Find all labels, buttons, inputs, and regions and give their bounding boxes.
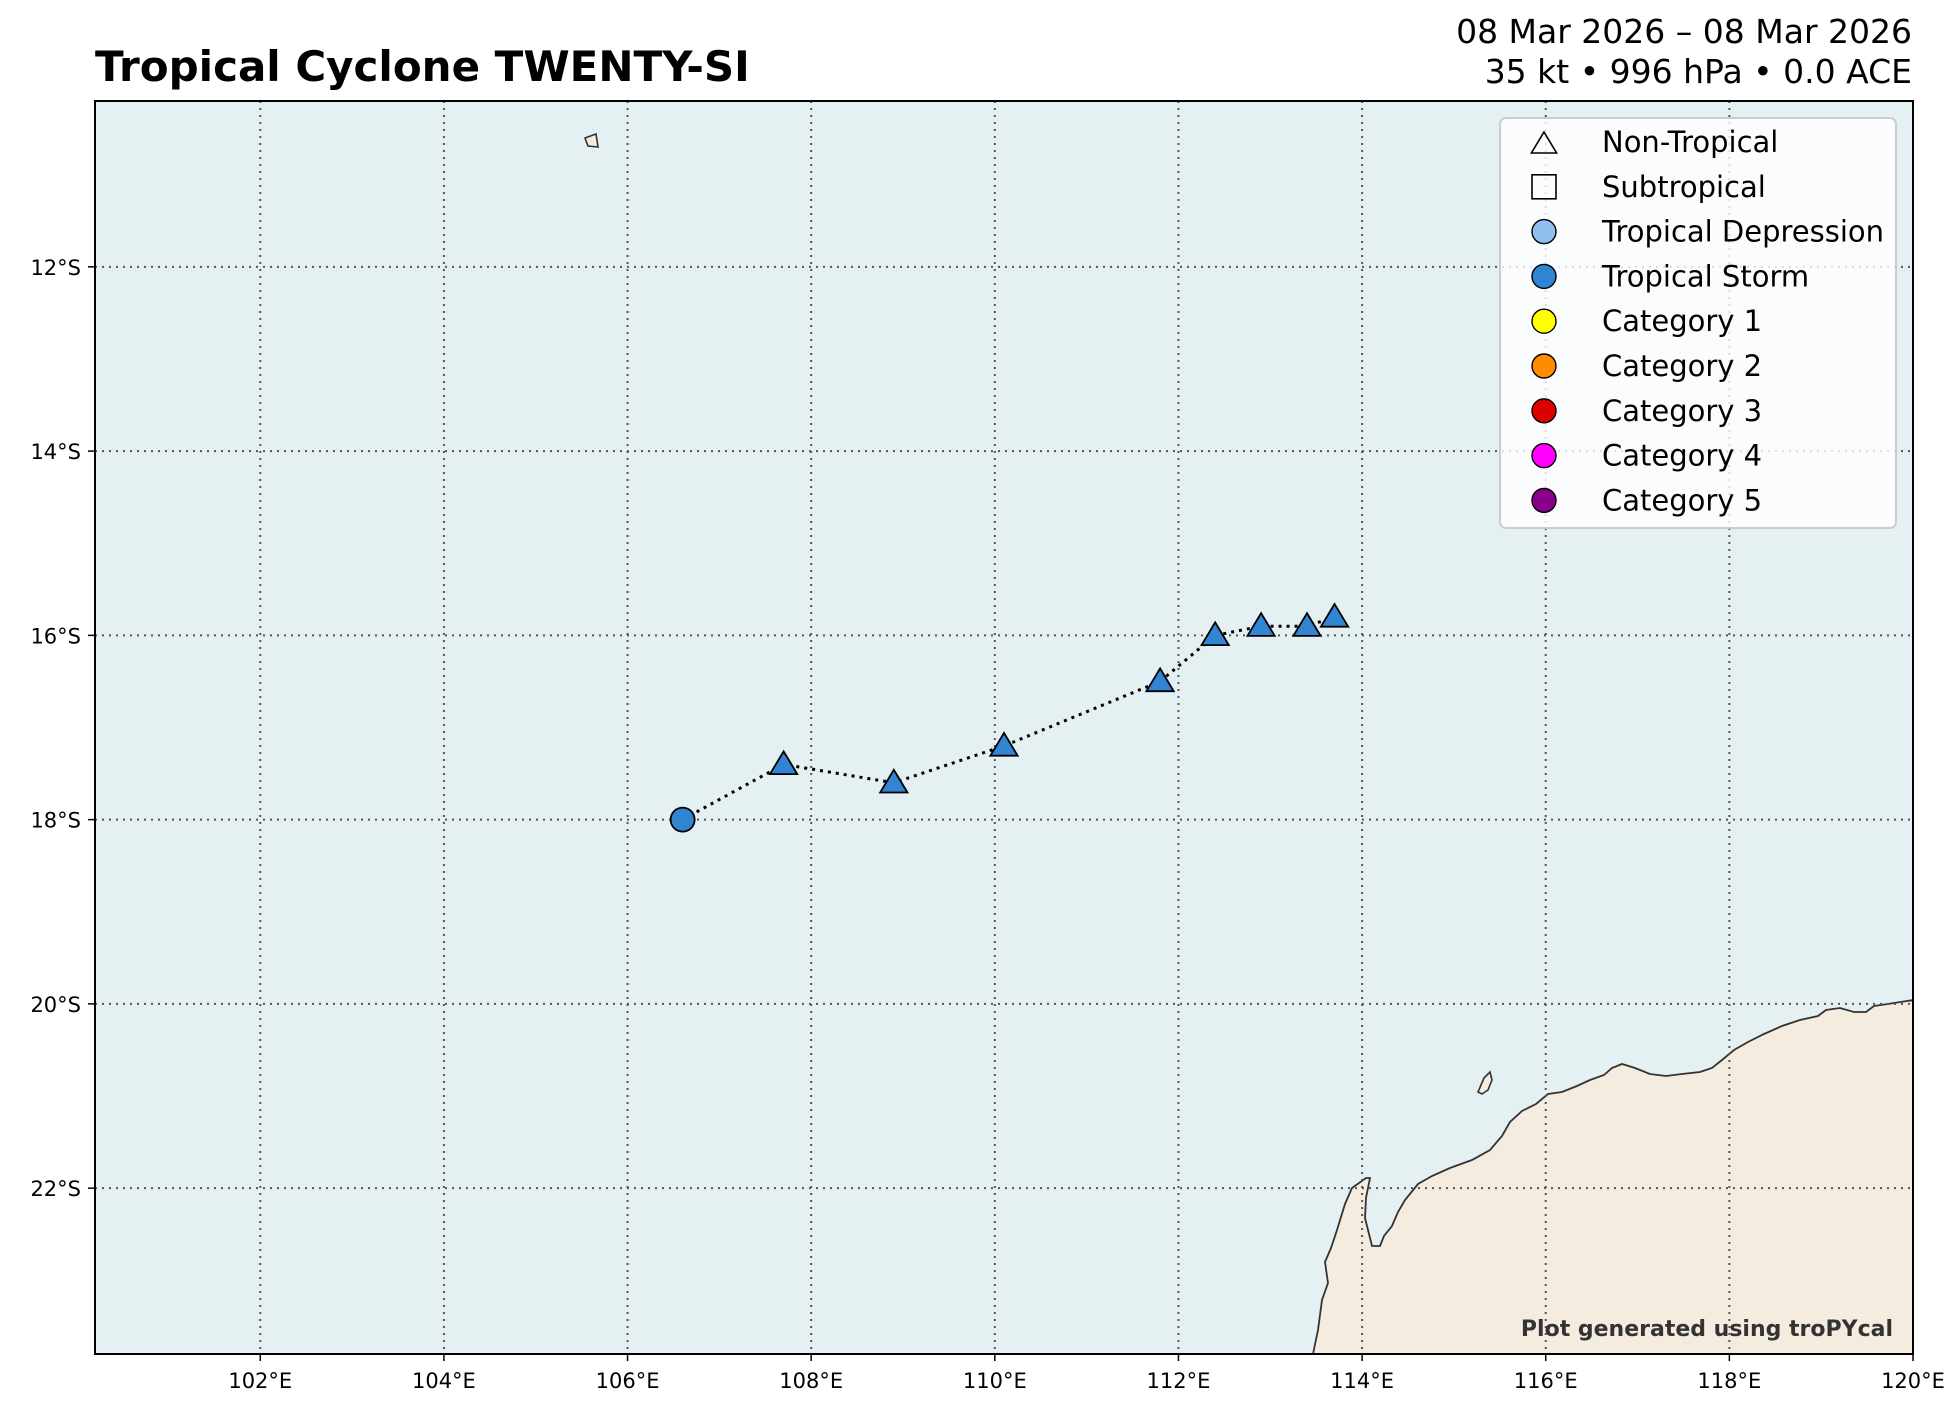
legend-label: Category 4 — [1602, 439, 1762, 473]
lon-tick-label: 118°E — [1697, 1369, 1761, 1393]
legend-marker-circle — [1531, 308, 1557, 334]
track-point-tropical-storm — [669, 806, 696, 833]
track-point-non-tropical — [1245, 611, 1277, 637]
lon-tick-label: 114°E — [1330, 1369, 1394, 1393]
legend-label: Category 5 — [1602, 483, 1762, 517]
plot-title: Tropical Cyclone TWENTY-SI — [95, 42, 750, 91]
legend-marker-circle — [1531, 487, 1557, 514]
track-point-non-tropical — [1199, 620, 1231, 647]
legend-marker-circle — [1531, 263, 1557, 290]
legend-label: Non-Tropical — [1602, 125, 1778, 159]
legend-label: Tropical Depression — [1601, 215, 1884, 249]
track-point-non-tropical — [1291, 611, 1323, 637]
date-range: 08 Mar 2026 – 08 Mar 2026 — [1456, 12, 1912, 51]
legend-marker-circle — [1531, 353, 1557, 379]
track-point-non-tropical — [768, 749, 799, 776]
plot-frame — [94, 100, 1914, 1355]
track-point-non-tropical — [988, 731, 1020, 757]
track-line — [681, 615, 1335, 821]
lon-tick-label: 110°E — [963, 1369, 1027, 1393]
lon-tick-label: 102°E — [228, 1369, 292, 1393]
australia-landmass — [1312, 999, 1913, 1354]
land-layer — [583, 132, 1913, 1354]
legend-marker-circle — [1531, 218, 1557, 245]
legend-label: Category 2 — [1602, 349, 1762, 383]
lat-tick-label: 12°S — [30, 256, 81, 280]
lat-tick-label: 14°S — [30, 440, 81, 464]
barrow-island — [1476, 1070, 1493, 1095]
legend-label: Category 1 — [1602, 304, 1762, 338]
lon-tick-label: 108°E — [779, 1369, 843, 1393]
legend-marker-circle — [1531, 398, 1557, 424]
lat-tick-label: 16°S — [30, 624, 81, 648]
graticule — [95, 101, 1913, 1354]
legend-marker-square — [1531, 174, 1557, 200]
legend-box — [1499, 117, 1897, 529]
lon-tick-label: 120°E — [1881, 1369, 1945, 1393]
legend-label: Tropical Storm — [1601, 259, 1809, 293]
legend: Non-Tropical Subtropical Tropical Depressi… — [1499, 117, 1897, 529]
legend-marker-triangle — [1529, 130, 1559, 154]
lat-tick-label: 18°S — [30, 809, 81, 833]
legend-label: Category 3 — [1602, 394, 1762, 428]
track-point-non-tropical — [878, 768, 910, 794]
lon-tick-label: 112°E — [1147, 1369, 1211, 1393]
track-point-non-tropical — [1319, 602, 1350, 628]
legend-marker-circle — [1531, 442, 1557, 469]
lat-tick-label: 20°S — [30, 993, 81, 1017]
lat-tick-label: 22°S — [30, 1177, 81, 1201]
credit-text: Plot generated using troPYcal — [1521, 1317, 1893, 1342]
axis-ticks: 102°E 104°E 106°E 108°E 110°E 112°E 114°E 116°E… — [30, 256, 1944, 1393]
track-point-non-tropical — [1144, 666, 1176, 693]
christmas-island — [583, 132, 599, 148]
storm-stats: 35 kt • 996 hPa • 0.0 ACE — [1484, 52, 1912, 91]
lon-tick-label: 116°E — [1514, 1369, 1578, 1393]
track-points — [669, 602, 1350, 833]
lon-tick-label: 104°E — [412, 1369, 476, 1393]
lon-tick-label: 106°E — [596, 1369, 660, 1393]
legend-label: Subtropical — [1602, 170, 1766, 204]
